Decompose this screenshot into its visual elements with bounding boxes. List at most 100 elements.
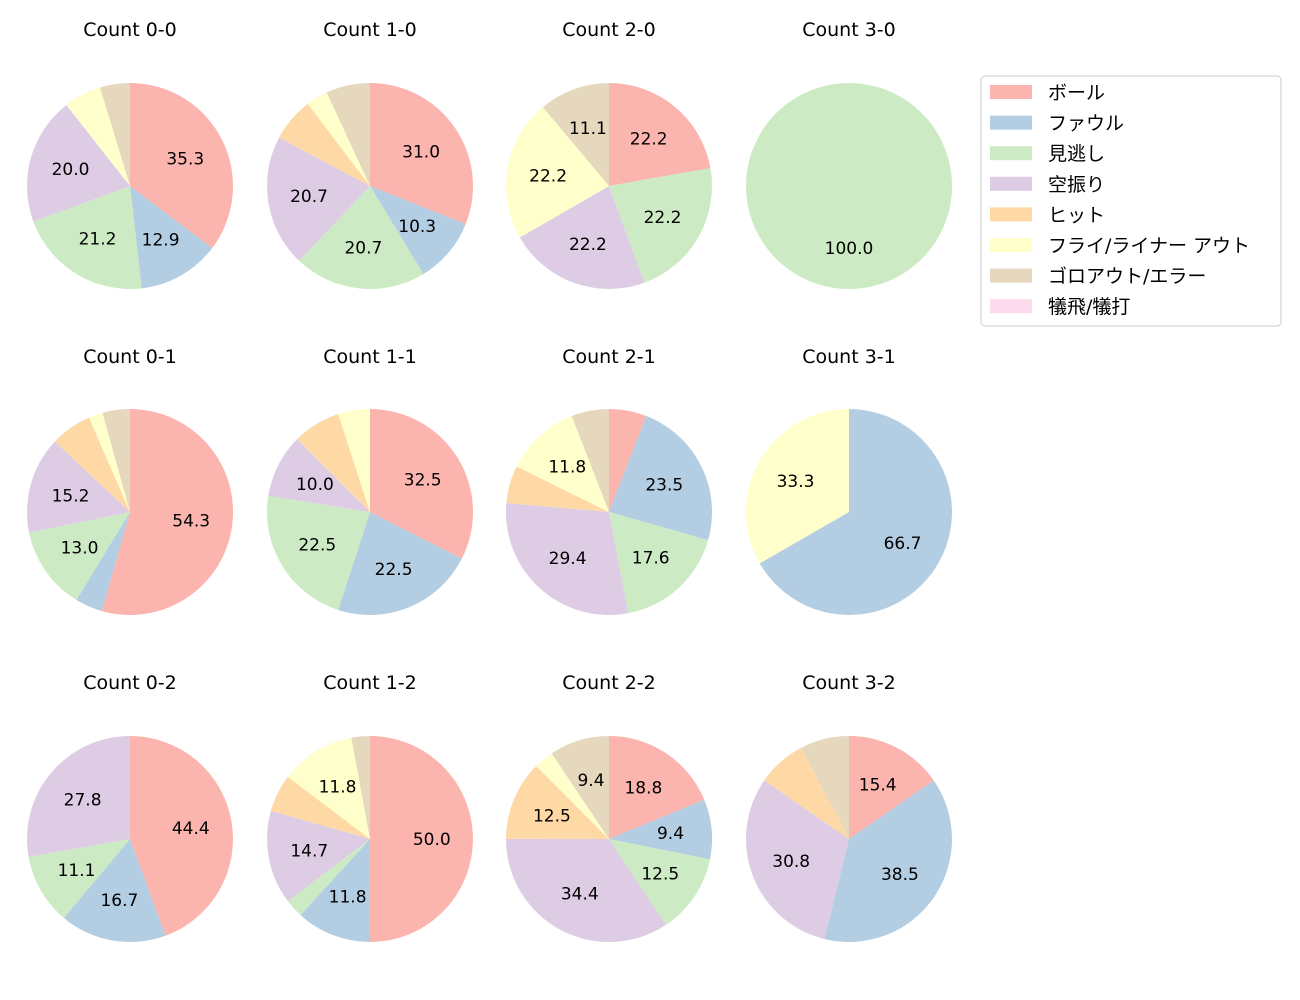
- pie-slice-grounder_error: [102, 409, 130, 512]
- pie-slice-ball: [101, 409, 234, 615]
- slice-value-label: 22.2: [644, 208, 682, 228]
- slice-value-label: 22.2: [529, 166, 567, 186]
- slice-value-label: 22.2: [630, 130, 668, 150]
- slice-value-label: 22.2: [569, 235, 607, 255]
- pie-chart: Count 2-0 22.2 22.2 22.2 22.2 11.1: [506, 19, 713, 290]
- slice-value-label: 100.0: [825, 239, 874, 259]
- legend-label-fly_liner_out: フライ/ライナー アウト: [1048, 235, 1250, 257]
- legend-label-called_strike: 見逃し: [1048, 143, 1105, 165]
- legend-label-hit: ヒット: [1048, 204, 1105, 226]
- pie-slice-foul: [759, 409, 953, 616]
- slice-value-label: 9.4: [577, 771, 604, 791]
- slice-value-label: 18.8: [624, 779, 662, 799]
- pie-slice-called_strike: [29, 512, 130, 600]
- slice-value-label: 12.5: [641, 865, 679, 885]
- slice-value-label: 12.9: [142, 231, 180, 251]
- pie-slice-foul: [130, 186, 213, 289]
- pie-chart: Count 1-0 31.0 10.3 20.7 20.7: [266, 19, 473, 289]
- pie-slice-fly_liner_out: [506, 107, 609, 238]
- slice-value-label: 32.5: [404, 471, 442, 491]
- pie-slice-ball: [130, 736, 234, 936]
- slice-value-label: 38.5: [881, 865, 919, 885]
- slice-value-label: 17.6: [632, 549, 670, 569]
- slice-value-label: 11.1: [569, 119, 607, 139]
- slice-value-label: 11.8: [329, 888, 367, 908]
- legend-swatch-foul: [990, 115, 1032, 130]
- legend-label-ball: ボール: [1048, 82, 1105, 104]
- pie-slice-grounder_error: [551, 735, 609, 839]
- pie-slice-called_strike: [28, 839, 131, 918]
- pie-slice-called_strike: [287, 839, 370, 915]
- pie-title: Count 3-1: [802, 346, 896, 368]
- pie-slice-called_strike: [33, 186, 142, 289]
- pie-slice-hit: [279, 103, 370, 186]
- pie-slice-called_strike: [299, 186, 424, 289]
- pie-slice-swinging_strike: [519, 186, 645, 290]
- pie-chart: Count 3-0 100.0: [746, 19, 952, 289]
- pie-slice-fly_liner_out: [307, 92, 370, 186]
- pie-slice-foul: [63, 839, 166, 943]
- pie-slice-swinging_strike: [266, 137, 370, 261]
- slice-value-label: 27.8: [64, 790, 102, 810]
- pie-title: Count 1-0: [323, 19, 417, 41]
- pie-chart: Count 3-2 15.4 38.5 30.8: [745, 672, 953, 943]
- slice-value-label: 22.5: [375, 560, 413, 580]
- pie-title: Count 1-1: [323, 346, 417, 368]
- pie-slice-fly_liner_out: [746, 409, 849, 564]
- slice-value-label: 15.4: [859, 775, 897, 795]
- pie-chart: Count 0-2 44.4 16.711.1 27.8: [26, 672, 234, 943]
- pie-slice-foul: [338, 512, 462, 616]
- pie-slice-ball: [370, 83, 473, 225]
- slice-value-label: 10.0: [296, 475, 334, 495]
- slice-value-label: 31.0: [402, 142, 440, 162]
- slice-value-label: 15.2: [52, 486, 90, 506]
- pie-slice-swinging_strike: [26, 105, 130, 222]
- pie-chart: Count 2-1 23.5 17.6 29.4 11.8: [506, 346, 712, 616]
- pie-slice-swinging_strike: [745, 780, 849, 940]
- pie-slice-ball: [609, 83, 711, 186]
- pie-slice-hit: [506, 466, 609, 512]
- pie-title: Count 3-0: [802, 19, 896, 41]
- slice-value-label: 44.4: [172, 819, 210, 839]
- legend-swatch-hit: [990, 207, 1032, 222]
- pie-slice-fly_liner_out: [89, 412, 130, 512]
- legend-swatch-fly_liner_out: [990, 238, 1032, 252]
- pie-slice-called_strike: [609, 168, 713, 283]
- pie-slice-called_strike: [746, 83, 952, 289]
- pie-slice-ball: [370, 736, 473, 942]
- slice-value-label: 33.3: [777, 472, 815, 492]
- pie-slice-grounder_error: [801, 736, 849, 839]
- pie-slice-swinging_strike: [267, 810, 370, 902]
- legend-swatch-ball: [990, 85, 1032, 99]
- slice-value-label: 54.3: [172, 512, 210, 532]
- legend-swatch-swinging_strike: [990, 176, 1032, 191]
- slice-value-label: 23.5: [645, 476, 683, 496]
- pie-title: Count 0-0: [83, 19, 177, 41]
- pie-slice-hit: [764, 747, 849, 839]
- slice-value-label: 22.5: [298, 535, 336, 555]
- pie-slice-fly_liner_out: [338, 409, 370, 512]
- pie-slice-swinging_strike: [505, 838, 667, 942]
- slice-value-label: 9.4: [657, 824, 684, 844]
- slice-value-label: 11.8: [548, 457, 586, 477]
- pie-charts: Count 0-0 35.3 12.9 21.2 20.0 Count 1-0 31.0 10…: [26, 19, 953, 943]
- pie-slice-foul: [370, 186, 466, 275]
- pie-slice-swinging_strike: [26, 441, 131, 533]
- pie-slice-foul: [300, 839, 370, 942]
- slice-value-label: 50.0: [413, 830, 451, 850]
- slice-value-label: 10.3: [398, 217, 436, 237]
- pie-title: Count 2-2: [562, 672, 656, 694]
- legend-label-grounder_error: ゴロアウト/エラー: [1048, 266, 1206, 288]
- slice-value-label: 30.8: [772, 852, 810, 872]
- slice-value-label: 12.5: [533, 806, 571, 826]
- pie-slice-grounder_error: [542, 83, 609, 186]
- pie-slice-grounder_error: [326, 83, 370, 186]
- pie-slice-fly_liner_out: [66, 87, 130, 186]
- legend-swatch-sacrifice: [990, 299, 1032, 314]
- pie-slice-swinging_strike: [506, 502, 629, 616]
- legend-swatch-called_strike: [990, 146, 1032, 161]
- pie-slice-foul: [609, 416, 712, 541]
- pie-chart: Count 3-1 66.7 33.3: [746, 346, 953, 616]
- pie-slice-fly_liner_out: [287, 737, 370, 839]
- slice-value-label: 20.7: [344, 238, 382, 258]
